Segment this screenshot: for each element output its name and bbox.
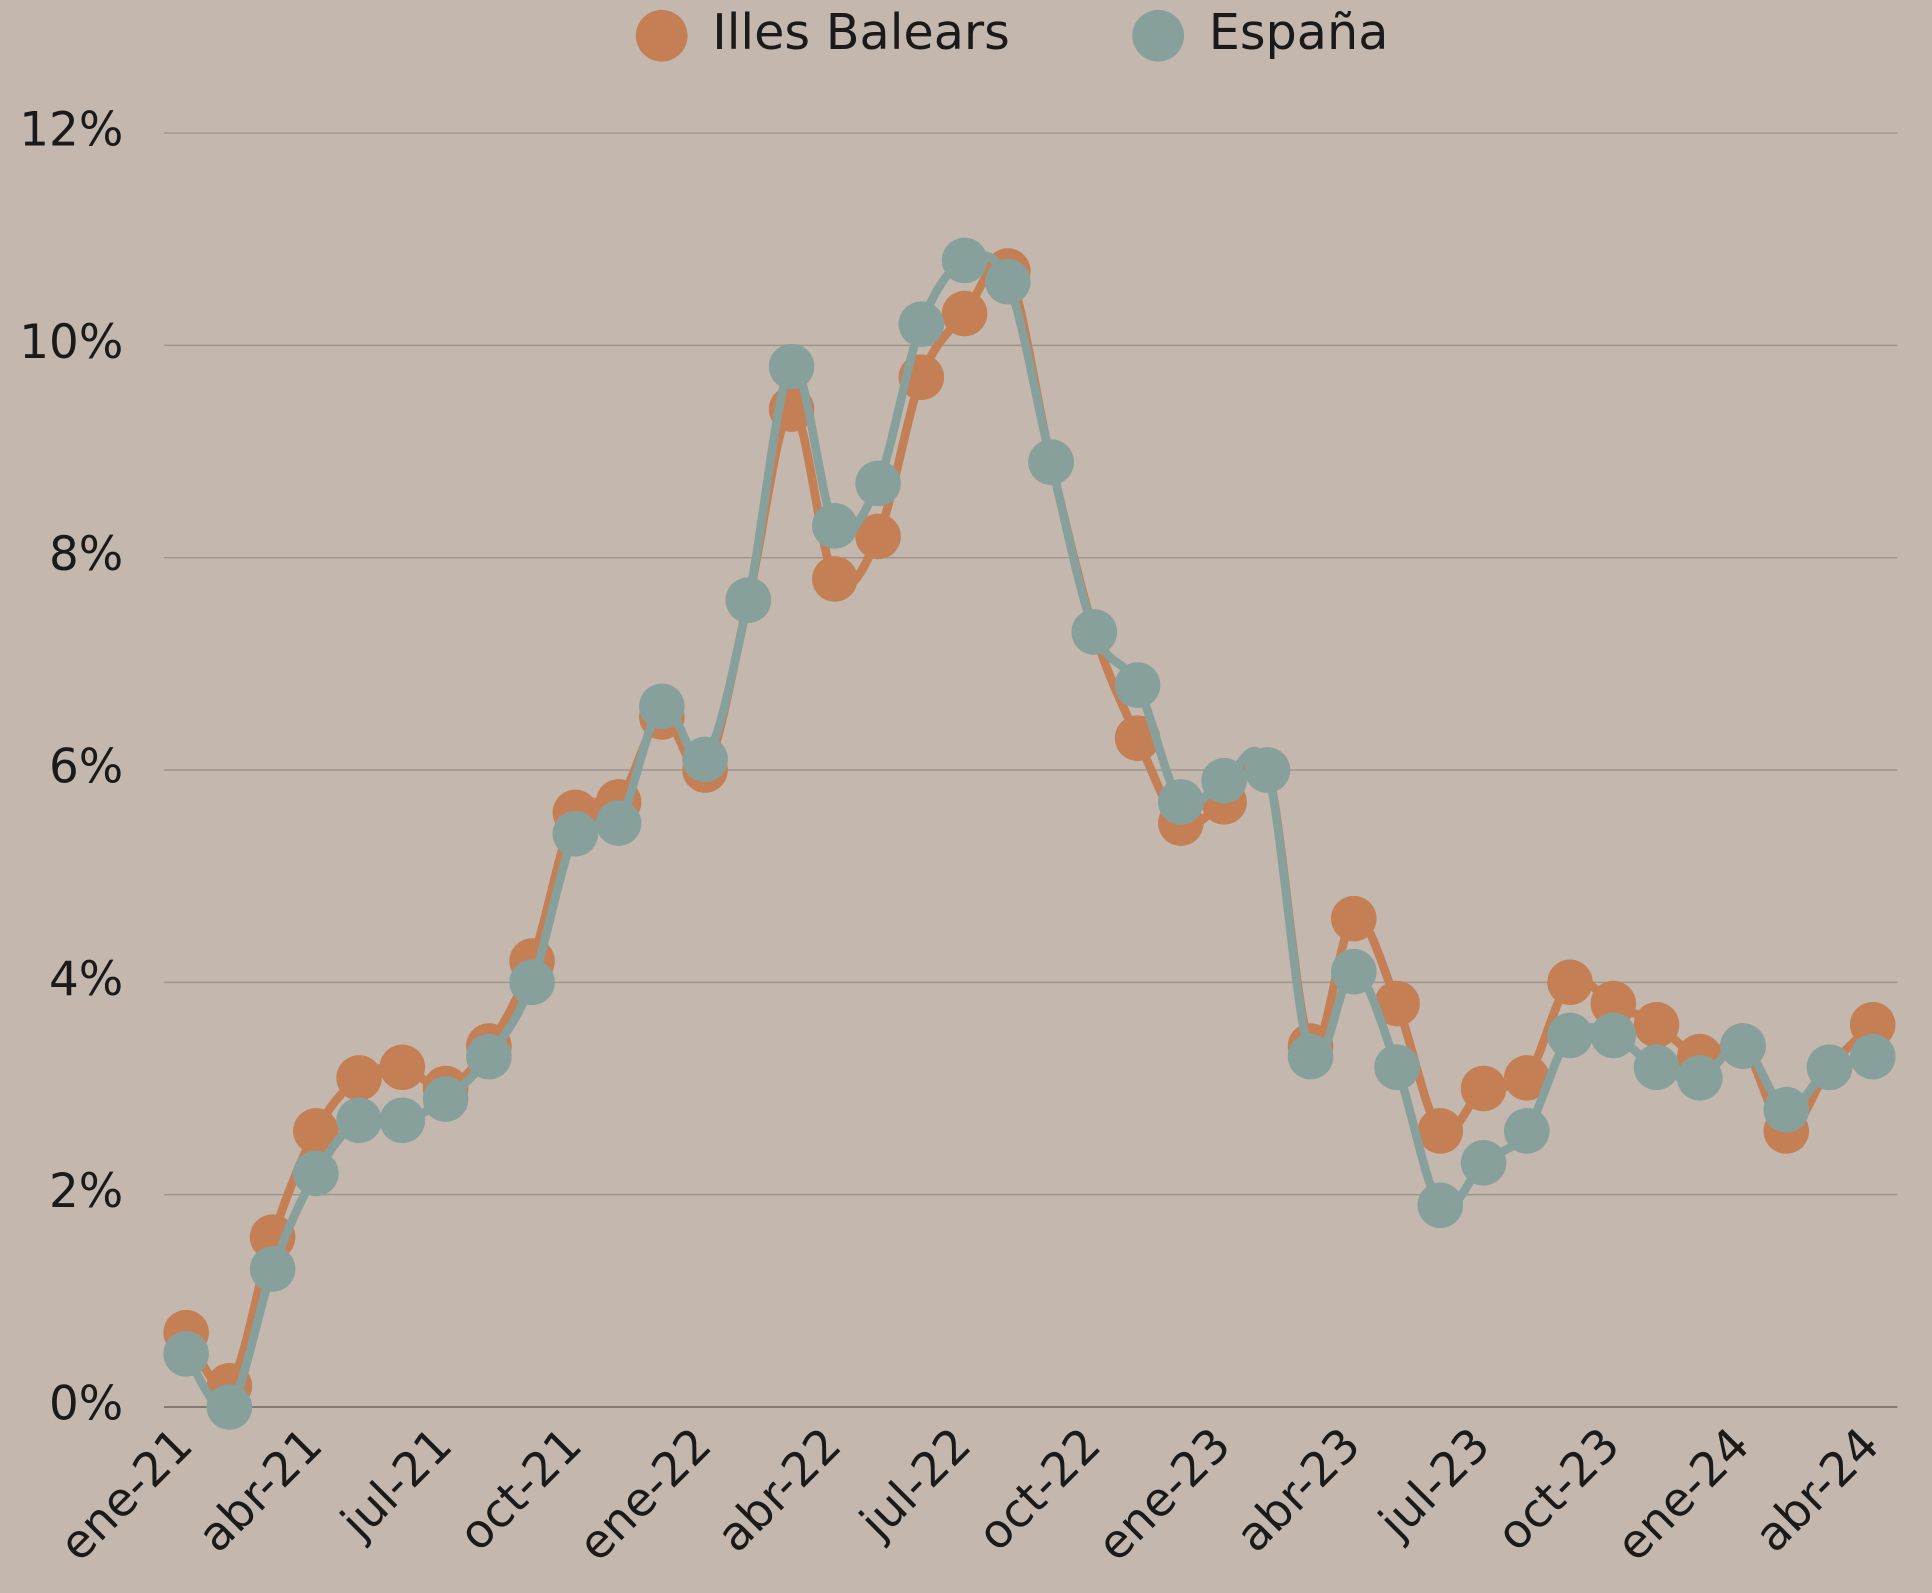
x-tick-label: jul-22 bbox=[850, 1418, 982, 1550]
data-point bbox=[682, 736, 728, 783]
y-tick-label: 10% bbox=[19, 316, 123, 370]
data-point bbox=[1114, 662, 1161, 708]
data-point bbox=[293, 1150, 339, 1197]
y-tick-label: 2% bbox=[49, 1165, 123, 1219]
data-point bbox=[1503, 1055, 1550, 1101]
data-point bbox=[1633, 1044, 1680, 1091]
data-point bbox=[293, 1108, 339, 1154]
data-point bbox=[855, 513, 901, 560]
data-point bbox=[552, 810, 599, 857]
data-point bbox=[1547, 959, 1593, 1006]
data-point bbox=[1158, 779, 1204, 825]
data-point bbox=[1763, 1086, 1810, 1133]
data-point bbox=[336, 1055, 382, 1101]
data-point bbox=[1374, 980, 1420, 1027]
data-point bbox=[1849, 1002, 1896, 1048]
data-point bbox=[1676, 1055, 1723, 1101]
data-point bbox=[509, 959, 555, 1006]
data-point bbox=[1590, 980, 1637, 1027]
x-tick-label: abr-22 bbox=[707, 1418, 852, 1563]
data-point bbox=[768, 343, 815, 390]
data-point bbox=[1460, 1065, 1507, 1112]
data-point bbox=[206, 1384, 253, 1430]
legend-label: Illes Balears bbox=[712, 3, 1010, 61]
data-point bbox=[422, 1076, 469, 1122]
data-point bbox=[1720, 1023, 1766, 1069]
data-point bbox=[1590, 1012, 1637, 1059]
series-line bbox=[182, 251, 1874, 1414]
data-point bbox=[1331, 895, 1377, 942]
x-tick-label: jul-21 bbox=[331, 1418, 463, 1550]
legend-marker bbox=[635, 9, 688, 62]
data-point bbox=[855, 460, 901, 507]
data-point bbox=[249, 1246, 296, 1292]
data-point bbox=[1071, 609, 1118, 655]
data-point bbox=[1849, 1033, 1896, 1080]
data-point bbox=[985, 258, 1031, 305]
x-tick-label: jul-23 bbox=[1369, 1418, 1501, 1550]
y-tick-label: 12% bbox=[19, 104, 123, 158]
data-point bbox=[1633, 1002, 1680, 1048]
data-point bbox=[163, 1331, 209, 1377]
data-point bbox=[1547, 1012, 1593, 1059]
data-point bbox=[1417, 1108, 1464, 1154]
data-point bbox=[595, 800, 642, 846]
series-line bbox=[182, 259, 1876, 1393]
x-tick-label: oct-22 bbox=[968, 1418, 1112, 1562]
data-point bbox=[941, 290, 988, 337]
x-tick-label: ene-24 bbox=[1606, 1418, 1760, 1572]
y-tick-label: 6% bbox=[49, 741, 123, 795]
data-point bbox=[812, 556, 858, 602]
data-point bbox=[336, 1097, 382, 1144]
data-point bbox=[1374, 1044, 1420, 1091]
y-tick-label: 0% bbox=[49, 1377, 123, 1431]
x-tick-label: oct-23 bbox=[1487, 1418, 1631, 1562]
data-point bbox=[1417, 1182, 1464, 1229]
data-point bbox=[1201, 757, 1247, 804]
y-tick-label: 8% bbox=[49, 528, 123, 582]
data-point bbox=[1806, 1044, 1853, 1091]
data-point bbox=[639, 683, 685, 730]
x-tick-label: ene-22 bbox=[568, 1418, 722, 1572]
x-tick-label: abr-24 bbox=[1745, 1418, 1890, 1563]
y-tick-label: 4% bbox=[49, 953, 123, 1007]
data-point bbox=[1460, 1140, 1507, 1186]
legend-marker bbox=[1132, 9, 1185, 62]
data-point bbox=[1331, 948, 1377, 995]
data-point bbox=[1287, 1033, 1334, 1080]
data-point bbox=[1028, 439, 1074, 485]
data-point bbox=[725, 577, 772, 623]
data-point bbox=[898, 301, 945, 347]
data-point bbox=[379, 1044, 426, 1091]
x-tick-label: ene-23 bbox=[1087, 1418, 1241, 1572]
data-point bbox=[466, 1033, 512, 1080]
legend-label: España bbox=[1209, 3, 1389, 61]
x-tick-label: ene-21 bbox=[50, 1418, 204, 1572]
data-point bbox=[941, 237, 988, 284]
data-point bbox=[812, 503, 858, 549]
x-tick-label: abr-21 bbox=[188, 1418, 333, 1563]
x-tick-label: oct-21 bbox=[449, 1418, 593, 1562]
data-point bbox=[1503, 1108, 1550, 1154]
data-point bbox=[379, 1097, 426, 1144]
data-point bbox=[1244, 747, 1291, 793]
x-tick-label: abr-23 bbox=[1226, 1418, 1371, 1563]
